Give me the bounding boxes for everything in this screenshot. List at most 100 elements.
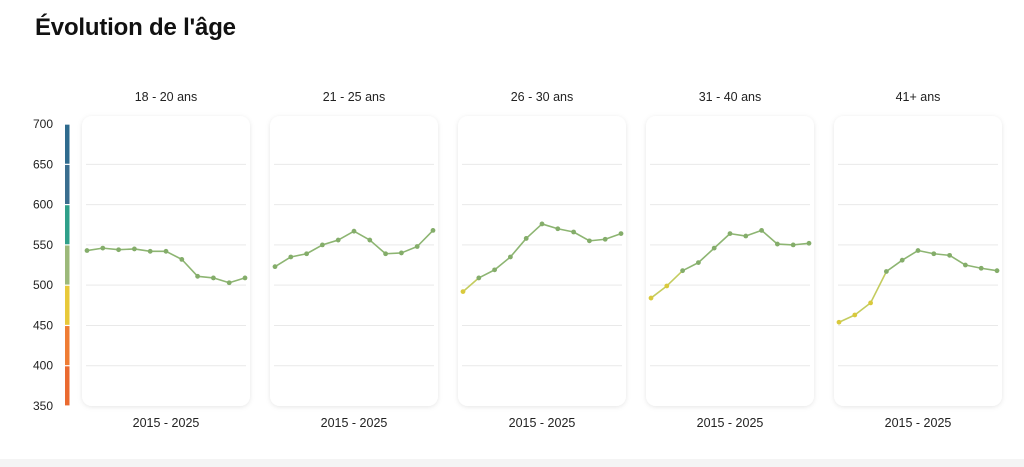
data-point xyxy=(618,231,624,237)
data-point xyxy=(884,269,889,274)
data-point xyxy=(179,256,185,262)
data-point xyxy=(399,250,404,256)
series-line-segment xyxy=(665,269,684,287)
data-point xyxy=(226,280,232,286)
series-line-segment xyxy=(681,261,700,272)
y-tick-label: 700 xyxy=(33,117,53,131)
series-line-segment xyxy=(932,252,951,257)
data-point xyxy=(163,248,169,254)
data-point xyxy=(523,236,529,241)
series-line-segment xyxy=(760,229,779,245)
series-line-segment xyxy=(588,238,607,242)
data-point xyxy=(571,229,576,235)
y-tick-label: 450 xyxy=(33,318,53,332)
series-line-segment xyxy=(572,231,591,242)
data-point xyxy=(963,262,968,268)
color-scale-segment xyxy=(65,326,70,366)
data-point xyxy=(116,247,121,253)
data-point xyxy=(680,268,685,274)
data-point xyxy=(648,295,654,301)
color-scale-segment xyxy=(65,245,70,285)
series-line-segment xyxy=(509,237,528,258)
series-line-segment xyxy=(165,250,183,261)
page-title: Évolution de l'âge xyxy=(35,14,236,41)
y-tick-label: 400 xyxy=(33,359,53,373)
series-line-segment xyxy=(541,223,559,230)
data-point xyxy=(335,237,341,243)
y-tick-label: 600 xyxy=(33,198,53,212)
data-point xyxy=(147,248,153,254)
data-point xyxy=(947,252,952,258)
data-point xyxy=(195,273,201,279)
series-line-segment xyxy=(368,239,387,255)
data-point xyxy=(899,257,905,263)
series-line-segment xyxy=(102,247,120,251)
panel-title: 41+ ans xyxy=(896,90,941,104)
data-point xyxy=(211,275,216,281)
series-line-segment xyxy=(980,267,998,272)
series-line-segment xyxy=(948,254,967,266)
bottom-bar xyxy=(0,459,1024,467)
data-point xyxy=(430,227,436,233)
data-point xyxy=(711,245,717,251)
y-tick-label: 650 xyxy=(33,157,53,171)
panel-card xyxy=(82,116,250,406)
series-line-segment xyxy=(525,223,543,240)
data-point xyxy=(759,227,764,233)
data-point xyxy=(272,264,278,270)
series-line-segment xyxy=(289,252,308,258)
series-line-segment xyxy=(117,248,136,251)
series-line-segment xyxy=(697,247,716,264)
color-scale-segment xyxy=(65,285,70,325)
series-line-segment xyxy=(353,230,371,241)
data-point xyxy=(806,240,812,246)
data-point xyxy=(587,238,592,244)
data-point xyxy=(555,226,561,232)
data-point xyxy=(414,244,420,249)
series-line-segment xyxy=(853,302,872,316)
series-line-segment xyxy=(384,252,403,255)
data-point xyxy=(836,319,842,325)
data-point xyxy=(978,265,984,271)
series-line-segment xyxy=(181,258,199,278)
x-axis-label: 2015 - 2025 xyxy=(697,416,764,430)
data-point xyxy=(664,283,670,289)
data-point xyxy=(242,275,248,281)
data-point xyxy=(132,246,137,252)
data-point xyxy=(476,275,482,281)
panel-title: 21 - 25 ans xyxy=(323,90,386,104)
series-line-segment xyxy=(556,227,575,233)
series-line-segment xyxy=(493,256,512,271)
data-point xyxy=(383,251,388,257)
series-line-segment xyxy=(885,259,904,273)
series-line-segment xyxy=(462,277,480,293)
series-line-segment xyxy=(305,244,324,255)
series-line-segment xyxy=(869,270,888,304)
panel-title: 31 - 40 ans xyxy=(699,90,762,104)
y-tick-label: 500 xyxy=(33,278,53,292)
data-point xyxy=(320,242,325,248)
series-line-segment xyxy=(337,230,355,241)
data-point xyxy=(304,251,309,257)
data-point xyxy=(994,268,1000,274)
series-line-segment xyxy=(133,248,151,253)
series-line-segment xyxy=(477,269,496,279)
series-line-segment xyxy=(321,239,340,246)
series-line-segment xyxy=(713,232,731,249)
x-axis-label: 2015 - 2025 xyxy=(321,416,388,430)
series-line-segment xyxy=(400,245,419,254)
data-point xyxy=(602,236,608,242)
data-point xyxy=(790,242,796,248)
series-line-segment xyxy=(228,277,246,284)
y-tick-label: 350 xyxy=(33,399,53,413)
y-tick-label: 550 xyxy=(33,238,53,252)
panel-title: 18 - 20 ans xyxy=(135,90,198,104)
x-axis-label: 2015 - 2025 xyxy=(885,416,952,430)
data-point xyxy=(868,300,873,306)
data-point xyxy=(539,221,545,227)
series-line-segment xyxy=(964,264,983,270)
series-line-segment xyxy=(838,314,856,324)
series-line-segment xyxy=(416,229,434,248)
series-line-segment xyxy=(729,232,747,237)
